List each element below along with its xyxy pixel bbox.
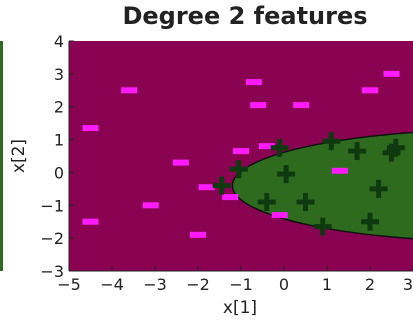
y-tick-label: −3 xyxy=(40,262,64,281)
x-tick-label: −4 xyxy=(100,275,124,294)
negative-point xyxy=(190,231,206,238)
y-tick-label: −2 xyxy=(40,229,64,248)
positive-point xyxy=(348,142,367,161)
left-edge-fragment xyxy=(0,41,3,271)
y-tick-label: 1 xyxy=(54,131,64,150)
chart-title: Degree 2 features xyxy=(122,2,367,30)
negative-point xyxy=(250,102,267,109)
positive-point xyxy=(313,217,332,236)
negative-point xyxy=(362,87,378,94)
x-tick-label: −5 xyxy=(57,275,81,294)
y-tick-label: 0 xyxy=(54,163,64,182)
negative-point xyxy=(142,202,159,209)
x-tick-label: −3 xyxy=(143,275,167,294)
positive-point xyxy=(270,138,289,157)
negative-point xyxy=(271,212,288,219)
positive-point xyxy=(382,143,401,162)
positive-point xyxy=(229,160,248,179)
plot-area xyxy=(69,41,413,271)
positive-point xyxy=(296,193,315,211)
negative-point xyxy=(121,87,138,94)
y-tick-label: 4 xyxy=(54,32,64,51)
negative-point xyxy=(331,167,348,174)
positive-point xyxy=(257,193,276,211)
negative-point xyxy=(82,125,99,132)
y-tick-label: 3 xyxy=(54,65,64,84)
positive-point xyxy=(361,212,379,231)
x-tick-label: −2 xyxy=(186,275,210,294)
positive-point xyxy=(277,165,296,184)
positive-point xyxy=(369,179,388,198)
positive-decision-region xyxy=(231,131,413,240)
x-axis-ticks: −5 −4 −3 −2 −1 0 1 2 3 xyxy=(57,266,413,294)
x-tick-label: 2 xyxy=(365,275,375,294)
y-tick-label: −1 xyxy=(40,196,64,215)
y-axis-label: x[2] xyxy=(9,139,29,173)
x-tick-label: 0 xyxy=(279,275,289,294)
negative-point xyxy=(198,184,215,191)
y-axis-ticks: −3 −2 −1 0 1 2 3 4 xyxy=(40,32,74,281)
negative-point xyxy=(82,218,99,225)
negative-point xyxy=(258,143,275,150)
positive-point xyxy=(386,138,405,157)
negative-point xyxy=(293,102,310,109)
negative-point xyxy=(222,194,239,201)
negative-point xyxy=(172,159,189,166)
positive-point xyxy=(212,176,231,195)
x-axis-label: x[1] xyxy=(223,298,257,318)
x-tick-label: 3 xyxy=(403,275,413,294)
negative-point xyxy=(245,79,262,86)
y-tick-label: 2 xyxy=(54,98,64,117)
x-tick-label: 1 xyxy=(322,275,332,294)
positive-point xyxy=(322,132,341,151)
negative-point xyxy=(383,70,400,77)
data-points xyxy=(82,70,405,238)
negative-point xyxy=(233,148,249,155)
axes: −5 −4 −3 −2 −1 0 1 2 3 −3 −2 −1 0 1 2 3 4 xyxy=(40,32,413,294)
x-tick-label: −1 xyxy=(229,275,253,294)
